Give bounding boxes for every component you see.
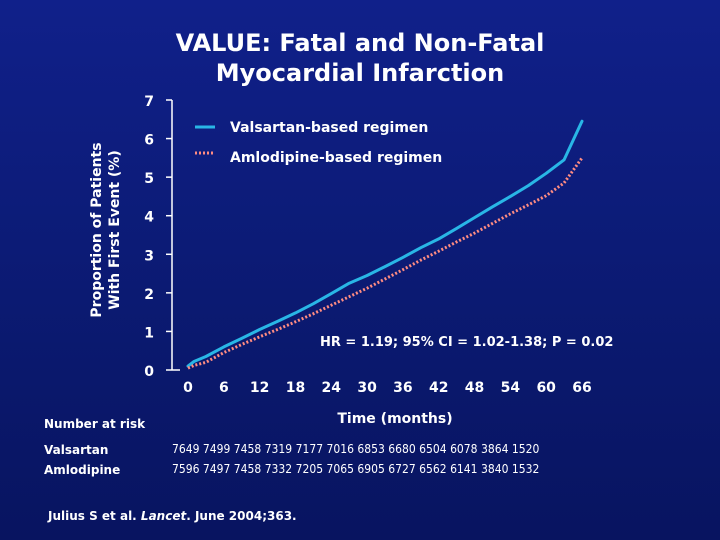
y-tick-label: 4 [144, 210, 154, 226]
x-tick-label: 0 [183, 380, 193, 396]
x-tick-label: 42 [429, 380, 448, 396]
x-tick-label: 6 [219, 380, 229, 396]
y-tick-label: 7 [144, 94, 154, 110]
citation: Julius S et al. Lancet. June 2004;363. [48, 509, 297, 523]
y-tick-label: 2 [144, 287, 154, 303]
series-line-valsartan [186, 119, 584, 368]
x-tick-label: 54 [501, 380, 521, 396]
x-tick-label: 36 [393, 380, 412, 396]
title-line-1: VALUE: Fatal and Non-Fatal [175, 29, 545, 57]
risk-row-label-amlodipine: Amlodipine [44, 463, 121, 477]
legend-label-valsartan: Valsartan-based regimen [230, 120, 428, 136]
x-ticks: 0 6 12 18 24 30 36 42 48 54 60 66 [183, 380, 592, 396]
series-group [186, 119, 584, 370]
legend-label-amlodipine: Amlodipine-based regimen [230, 150, 442, 166]
x-tick-label: 48 [465, 380, 484, 396]
y-tick-label: 5 [144, 171, 154, 187]
title-line-2: Myocardial Infarction [215, 59, 505, 87]
y-ticks: 0 1 2 3 4 5 6 7 [144, 94, 172, 380]
chart-title: VALUE: Fatal and Non-Fatal Myocardial In… [120, 28, 600, 88]
citation-journal: Lancet [140, 509, 187, 523]
risk-row-label-valsartan: Valsartan [44, 443, 109, 457]
y-tick-label: 0 [144, 364, 154, 380]
risk-row-values-valsartan: 7649 7499 7458 7319 7177 7016 6853 6680 … [172, 442, 540, 456]
x-tick-label: 60 [536, 380, 556, 396]
risk-row-values-amlodipine: 7596 7497 7458 7332 7205 7065 6905 6727 … [172, 462, 540, 476]
y-tick-label: 6 [144, 133, 154, 149]
y-tick-label: 3 [144, 248, 154, 264]
legend: Valsartan-based regimen Amlodipine-based… [195, 120, 442, 166]
x-tick-label: 18 [286, 380, 305, 396]
hr-annotation: HR = 1.19; 95% CI = 1.02-1.38; P = 0.02 [320, 335, 613, 350]
risk-table-header: Number at risk [44, 417, 146, 431]
citation-details: . June 2004;363. [186, 509, 297, 523]
series-line-amlodipine [187, 157, 584, 370]
citation-authors: Julius S et al. [48, 509, 141, 523]
x-tick-label: 30 [357, 380, 377, 396]
x-axis-label: Time (months) [337, 411, 452, 427]
x-tick-label: 66 [572, 380, 591, 396]
x-tick-label: 12 [250, 380, 269, 396]
axes [171, 100, 180, 371]
x-tick-label: 24 [322, 380, 342, 396]
y-tick-label: 1 [144, 325, 154, 341]
